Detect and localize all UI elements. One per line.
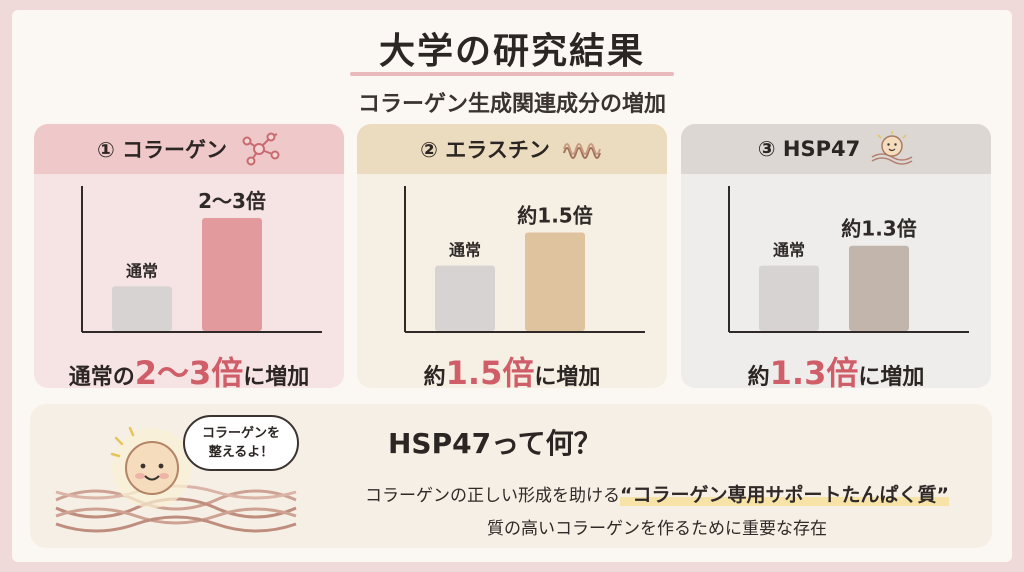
card-header: ② エラスチン [357,124,667,174]
bar-label: 約1.3倍 [841,217,916,241]
result-suffix: に増加 [858,365,925,388]
bar-label: 通常 [126,261,158,280]
description-line-2: 質の高いコラーゲンを作るために重要な存在 [487,519,827,539]
chart-collagen: 通常 2〜3倍 [81,186,322,333]
result-text: 約1.3倍に増加 [681,348,991,388]
card-hsp47: ③ HSP47 通常 約1.3倍 約1.3倍に増加 [681,124,991,388]
page-title: 大学の研究結果 [378,31,645,72]
bar-baseline [435,265,495,331]
bar-increased [849,245,909,331]
bar-label: 約1.5倍 [517,203,592,227]
result-text: 通常の2〜3倍に増加 [34,348,344,388]
bar-baseline [112,286,172,331]
card-header: ① コラーゲン [34,124,344,174]
bar-label: 通常 [773,241,805,260]
result-prefix: 約 [423,365,446,388]
page-subtitle: コラーゲン生成関連成分の増加 [357,92,666,117]
result-suffix: に増加 [243,365,310,388]
card-header: ③ HSP47 [681,124,991,174]
bar-increased [202,217,262,331]
bar-baseline [759,265,819,331]
card-label: ② エラスチン [420,138,550,162]
smiling-ball-icon [871,131,913,165]
bar-increased [525,232,585,331]
title-underline [350,72,674,76]
result-value: 1.3倍 [769,354,859,388]
molecule-icon [242,132,280,166]
result-value: 1.5倍 [445,354,535,388]
bubble-line: コラーゲンを [201,426,280,441]
result-suffix: に増加 [534,365,601,388]
bubble-line: 整えるよ！ [208,445,274,460]
result-value: 2〜3倍 [134,354,244,388]
bar-label: 通常 [449,241,481,260]
card-elastin: ② エラスチン 通常 約1.5倍 約1.5倍に増加 [357,124,667,388]
description-prefix: コラーゲンの正しい形成を助ける [365,486,620,506]
spring-fiber-icon [562,143,601,159]
card-collagen: ① コラーゲン 通常 2〜3倍 通常の2〜3倍に増加 [34,124,344,388]
speech-bubble: コラーゲンを 整えるよ！ [183,415,299,471]
result-prefix: 通常の [68,365,135,388]
hsp47-character-illustration [55,426,297,533]
result-prefix: 約 [747,365,770,388]
question-heading: HSP47って何？ [388,427,602,460]
bar-label: 2〜3倍 [198,189,266,213]
card-label: ① コラーゲン [96,138,228,162]
chart-elastin: 通常 約1.5倍 [404,186,645,333]
description-emphasis: “コラーゲン専用サポートたんぱく質” [620,484,949,506]
description-line-1: コラーゲンの正しい形成を助ける“コラーゲン専用サポートたんぱく質” [0,480,1024,507]
result-text: 約1.5倍に増加 [357,348,667,388]
card-label: ③ HSP47 [757,137,861,161]
chart-hsp47: 通常 約1.3倍 [728,186,969,333]
